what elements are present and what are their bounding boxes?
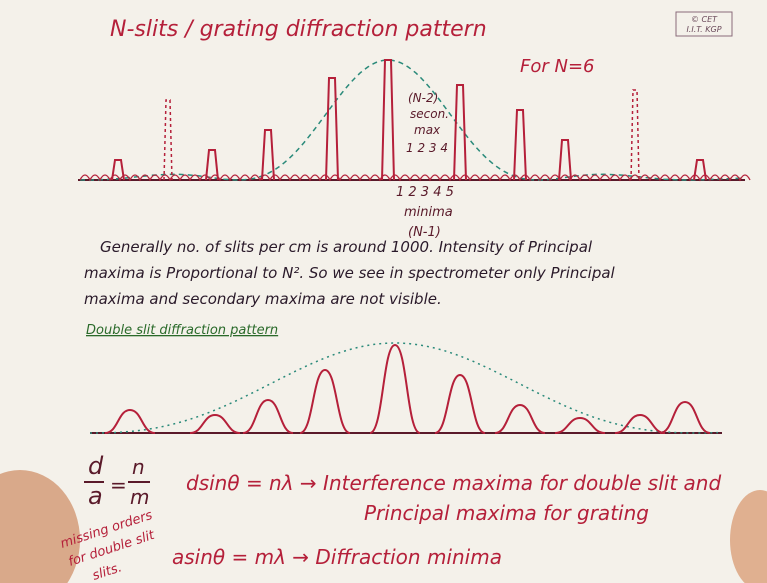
label: (N-2): [408, 91, 438, 105]
logo-line: © CET: [691, 15, 718, 24]
equation: asinθ = mλ → Diffraction minima: [172, 545, 502, 569]
equation: n: [132, 455, 145, 479]
title: N-slits / grating diffraction pattern: [110, 17, 487, 42]
whiteboard: N-slits / grating diffraction pattern © …: [0, 0, 767, 583]
label: secon.: [410, 107, 449, 121]
equation: dsinθ = nλ → Interference maxima for dou…: [186, 471, 721, 495]
label: 1 2 3 4 5: [396, 185, 454, 200]
equation: Principal maxima for grating: [364, 501, 649, 525]
logo-line: I.I.T. KGP: [686, 25, 721, 34]
paragraph-line: Generally no. of slits per cm is around …: [100, 238, 593, 256]
note: For N=6: [520, 56, 595, 77]
equation: m: [130, 485, 149, 509]
paragraph-line: maxima and secondary maxima are not visi…: [84, 290, 442, 308]
equation: =: [110, 473, 127, 497]
label: minima: [404, 205, 453, 220]
section-title: Double slit diffraction pattern: [86, 323, 278, 338]
label: max: [414, 123, 441, 137]
page: N-slits / grating diffraction pattern © …: [0, 0, 767, 583]
label: 1 2 3 4: [406, 141, 448, 155]
paragraph-line: maxima is Proportional to N². So we see …: [84, 264, 616, 282]
equation: d: [88, 452, 104, 480]
equation: a: [88, 482, 103, 510]
